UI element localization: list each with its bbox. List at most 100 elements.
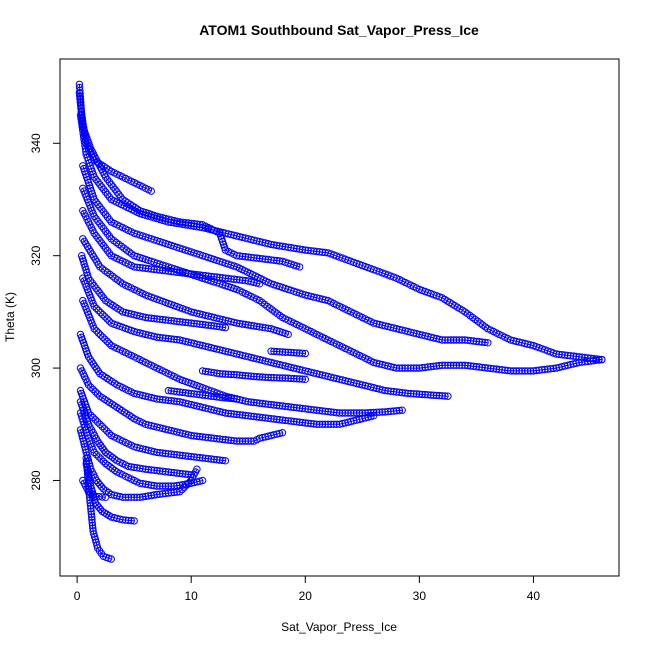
data-point: [458, 361, 466, 369]
data-point: [407, 364, 415, 372]
data-point: [278, 242, 287, 251]
data-point: [238, 371, 247, 380]
data-point: [133, 263, 141, 271]
data-point: [455, 336, 463, 344]
data-point: [97, 483, 106, 491]
data-point: [227, 410, 235, 418]
data-point: [87, 383, 95, 391]
data-point: [238, 437, 247, 445]
data-point: [105, 511, 113, 520]
data-point: [164, 489, 173, 497]
y-axis-label: Theta (K): [3, 292, 17, 342]
data-point: [538, 366, 546, 374]
x-tick-label: 40: [527, 589, 541, 603]
data-point: [572, 359, 580, 367]
data-point: [381, 408, 389, 416]
data-point: [444, 336, 452, 344]
data-point: [544, 365, 552, 373]
data-point: [261, 400, 269, 408]
data-point: [141, 480, 150, 488]
data-point: [270, 374, 278, 382]
data-point: [253, 322, 261, 331]
data-point: [161, 334, 170, 342]
data-point: [238, 252, 247, 261]
data-point: [290, 349, 298, 357]
data-point: [290, 244, 298, 252]
data-point: [452, 336, 461, 344]
data-point: [244, 372, 252, 380]
data-point: [198, 391, 207, 399]
data-point: [233, 319, 241, 327]
data-point: [307, 247, 315, 255]
data-point: [178, 269, 187, 277]
data-point: [207, 368, 215, 376]
data-point: [273, 241, 281, 250]
data-point: [250, 412, 258, 421]
data-point: [441, 336, 449, 344]
data-point: [598, 355, 606, 364]
data-point: [218, 456, 227, 465]
data-point: [190, 270, 198, 278]
data-point: [218, 435, 227, 444]
data-point: [275, 429, 284, 438]
data-point: [253, 413, 261, 421]
data-point: [287, 244, 295, 252]
data-point: [247, 372, 255, 380]
data-point: [287, 403, 295, 411]
data-point: [153, 395, 161, 403]
data-point: [273, 401, 281, 409]
data-point: [381, 386, 389, 395]
data-point: [284, 403, 292, 411]
data-point: [103, 427, 111, 435]
data-point: [81, 443, 89, 451]
data-point: [469, 337, 478, 345]
data-point: [586, 357, 595, 365]
data-point: [193, 432, 201, 440]
data-point: [198, 320, 207, 329]
data-point: [236, 411, 244, 419]
data-point: [103, 337, 111, 346]
data-point: [398, 364, 406, 372]
data-point: [187, 452, 195, 461]
data-point: [207, 321, 215, 330]
data-point: [92, 450, 101, 459]
data-point: [184, 389, 193, 397]
data-point: [264, 414, 272, 422]
data-point: [295, 349, 304, 357]
data-point: [94, 329, 103, 337]
data-point: [313, 247, 321, 256]
y-tick-label: 280: [29, 470, 43, 490]
data-point: [558, 351, 566, 359]
data-point: [412, 390, 421, 398]
data-point: [509, 367, 518, 375]
data-point: [181, 470, 190, 478]
data-point: [441, 361, 449, 369]
data-point: [100, 446, 108, 454]
data-point: [164, 468, 173, 476]
x-tick-label: 20: [299, 589, 313, 603]
data-point: [210, 369, 218, 377]
data-point: [293, 375, 301, 383]
data-point: [418, 390, 426, 399]
data-point: [101, 313, 109, 321]
data-point: [136, 464, 144, 472]
data-point: [139, 480, 147, 488]
data-point: [133, 493, 141, 501]
data-point: [170, 335, 178, 343]
data-point: [156, 395, 164, 403]
data-point: [198, 454, 207, 462]
data-point: [236, 276, 244, 284]
data-point: [241, 411, 250, 420]
data-point: [119, 516, 127, 524]
y-tick-label: 300: [29, 358, 43, 378]
data-point: [247, 398, 255, 406]
data-point: [101, 493, 110, 501]
data-point: [90, 325, 98, 333]
data-point: [295, 263, 304, 271]
data-point: [93, 390, 102, 398]
data-point: [204, 455, 213, 463]
data-point: [546, 365, 555, 373]
data-point: [178, 485, 186, 494]
data-point: [185, 479, 193, 487]
data-point: [401, 389, 409, 397]
